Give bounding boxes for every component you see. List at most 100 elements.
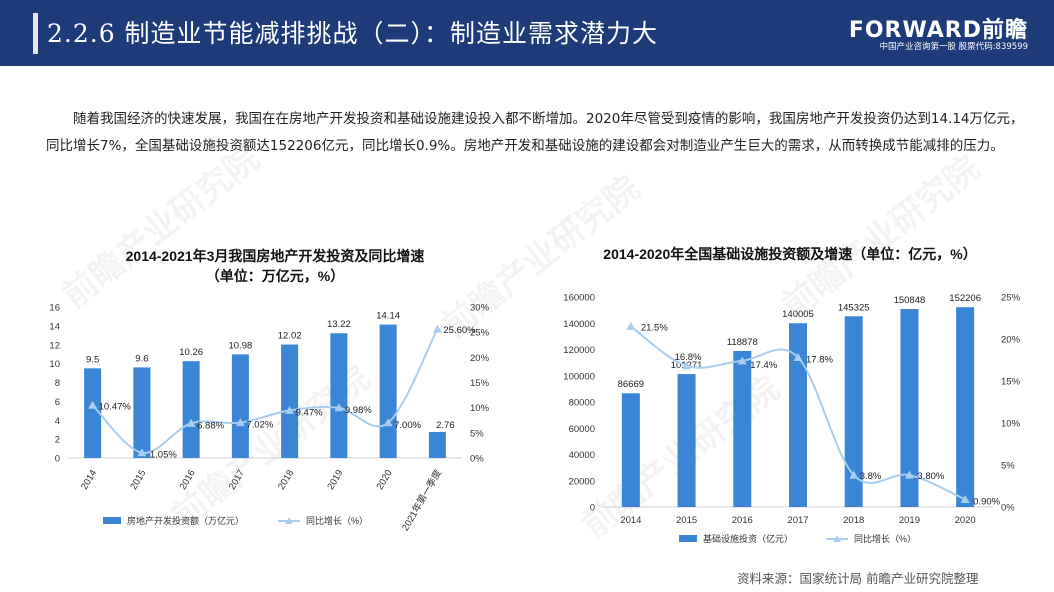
chart1-y-tick: 16 — [49, 303, 60, 314]
chart1-x-tick: 2020 — [375, 468, 395, 492]
chart1-bar-label: 10.26 — [179, 347, 203, 358]
chart1-growth-marker — [383, 418, 393, 427]
chart1-legend-line-marker — [285, 517, 293, 524]
chart2-title: 2014-2020年全国基础设施投资额及增速（单位：亿元，%） — [603, 246, 977, 262]
chart1-growth-marker — [186, 418, 196, 427]
chart1-y-tick: 8 — [55, 378, 60, 389]
chart1-x-tick: 2014 — [79, 468, 99, 492]
forward-logo: FORWARD前瞻 中国产业咨询第一股 股票代码:839599 — [849, 12, 1028, 56]
chart2-y-tick: 60000 — [569, 424, 595, 435]
chart2-y-tick: 20000 — [569, 476, 595, 487]
chart1-bar — [182, 361, 200, 458]
chart2-bar-label: 86669 — [618, 379, 644, 390]
chart1-bar — [379, 324, 397, 458]
chart2-y2-tick: 25% — [1001, 293, 1021, 304]
chart2-growth-marker — [793, 352, 803, 361]
source-note: 资料来源：国家统计局 前瞻产业研究院整理 — [737, 571, 979, 586]
chart2-svg: 0 20000 40000 60000 80000 100000 120000 140000 1… — [563, 293, 1021, 545]
chart1-bar — [84, 368, 102, 458]
chart1-bar — [330, 333, 348, 458]
chart2-bar-label: 140005 — [782, 309, 814, 320]
chart1-growth-marker — [432, 324, 442, 333]
chart1-y-tick: 6 — [55, 397, 60, 408]
logo-wordmark: FORWARD前瞻 — [848, 18, 1028, 43]
chart1-bar-label: 10.98 — [228, 340, 252, 351]
chart2-growth-label: 21.5% — [641, 322, 668, 333]
page-title: 2.2.6 制造业节能减排挑战（二）：制造业需求潜力大 — [47, 19, 659, 48]
chart2-bar — [621, 393, 640, 507]
chart2-legend-bar-swatch — [679, 535, 697, 542]
intro-paragraph: 随着我国经济的快速发展，我国在在房地产开发投资和基础设施建设投入都不断增加。20… — [46, 111, 1024, 154]
chart1-growth-marker — [334, 403, 344, 412]
header-bar: 2.2.6 制造业节能减排挑战（二）：制造业需求潜力大 FORWARD前瞻 中国… — [0, 0, 1054, 66]
chart1-bar-label: 14.14 — [376, 311, 400, 322]
chart2-x-tick: 2016 — [732, 515, 753, 526]
chart1-x-tick: 2016 — [178, 468, 198, 492]
chart2-y-tick: 140000 — [563, 319, 595, 330]
chart2-y-tick: 160000 — [563, 293, 595, 304]
chart2-bar — [677, 374, 696, 507]
chart1-growth-marker — [235, 418, 245, 427]
chart1-growth-label: 9.47% — [296, 407, 323, 418]
chart2-growth-marker — [960, 494, 970, 503]
chart2-growth-label: 3.80% — [917, 471, 944, 482]
chart1-y2-tick: 30% — [470, 303, 490, 314]
chart2-growth-marker — [849, 470, 859, 479]
chart2-legend-line-marker — [833, 535, 841, 542]
chart2-x-tick: 2018 — [843, 515, 864, 526]
chart1-bar-label: 13.22 — [327, 319, 351, 330]
chart1-y2-tick: 15% — [470, 378, 490, 389]
chart2-bar — [956, 307, 975, 507]
chart2-y-tick: 100000 — [563, 371, 595, 382]
chart2-growth-label: 3.8% — [860, 471, 882, 482]
chart1-svg: 0 2 4 6 8 10 12 14 16 0% 5% 10% 15% 20% 25% 30% 9.5 9.6 10… — [49, 303, 490, 533]
chart2-bar-label: 152206 — [949, 293, 981, 304]
chart1-growth-label: 1.05% — [150, 450, 177, 461]
chart1-bar — [231, 354, 249, 458]
chart2-x-tick: 2020 — [955, 515, 976, 526]
chart1-y2-tick: 5% — [470, 428, 484, 439]
chart1-bar-label: 2.76 — [436, 420, 455, 431]
chart2-growth-label: 17.8% — [806, 354, 833, 365]
chart1-growth-marker — [137, 448, 147, 457]
chart1-bar — [133, 367, 151, 458]
chart2-y2-tick: 15% — [1001, 377, 1021, 388]
chart1-y2-tick: 20% — [470, 353, 490, 364]
chart2-y-tick: 120000 — [563, 345, 595, 356]
chart1-growth-label: 25.60% — [443, 325, 476, 336]
chart1-y-tick: 4 — [55, 416, 60, 427]
chart1-growth-label: 7.00% — [394, 420, 421, 431]
chart1-y-tick: 10 — [49, 359, 60, 370]
chart2-growth-label: 16.8% — [675, 352, 702, 363]
chart1-growth-label: 7.02% — [246, 420, 273, 431]
chart2-x-tick: 2014 — [620, 515, 641, 526]
chart2-y-tick: 80000 — [569, 398, 595, 409]
chart1-growth-label: 6.88% — [197, 420, 224, 431]
chart1-x-tick: 2015 — [128, 468, 148, 492]
chart1-title-line2: （单位：万亿元，%） — [205, 268, 345, 284]
chart2-growth-marker — [737, 356, 747, 365]
chart1-y-tick: 2 — [55, 435, 60, 446]
chart1-x-tick: 2018 — [276, 468, 296, 492]
chart2-growth-marker — [626, 321, 636, 330]
chart1-legend-bar-swatch — [103, 517, 121, 524]
chart2-x-tick: 2017 — [787, 515, 808, 526]
chart2-bar — [844, 316, 863, 507]
chart1-title-line1: 2014-2021年3月我国房地产开发投资及同比增速 — [125, 248, 425, 264]
chart1-x-tick: 2017 — [227, 468, 247, 492]
chart2-bar-label: 145325 — [838, 302, 870, 313]
chart2-growth-marker — [682, 361, 692, 370]
chart1-growth-label: 9.98% — [345, 405, 372, 416]
chart2-y2-tick: 0% — [1001, 503, 1015, 514]
chart1-y-tick: 0 — [55, 454, 60, 465]
chart1-legend-line-label: 同比增长（%） — [306, 515, 368, 526]
chart1-y-tick: 14 — [49, 321, 60, 332]
chart2-y2-tick: 10% — [1001, 419, 1021, 430]
chart1-x-tick: 2021年第一季度 — [399, 467, 444, 533]
chart1-bar — [281, 344, 299, 458]
chart2-y-tick: 0 — [590, 503, 595, 514]
chart1-bar — [428, 431, 446, 458]
chart1-y2-tick: 10% — [470, 403, 490, 414]
chart2-legend-bar-label: 基础设施投资（亿元） — [703, 533, 793, 544]
chart2-bar-label: 150848 — [894, 295, 926, 306]
